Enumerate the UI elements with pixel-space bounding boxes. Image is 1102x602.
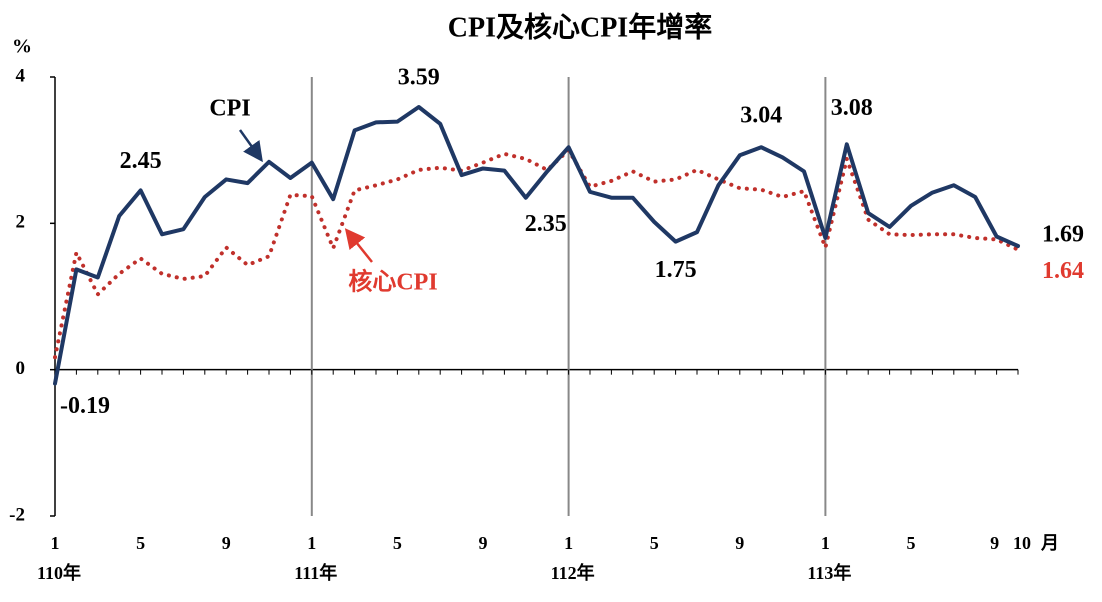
y-tick-label: -2: [9, 504, 25, 525]
annotation-arrow: [238, 129, 263, 163]
year-label: 113年: [807, 562, 851, 583]
x-tick-label: 9: [222, 533, 231, 553]
y-unit: %: [12, 36, 32, 58]
y-tick-label: 0: [16, 358, 26, 379]
chart-title: CPI及核心CPI年增率: [448, 10, 712, 43]
x-tick-label: 1: [307, 533, 316, 553]
data-label: 1.64: [1042, 258, 1084, 284]
data-label: 3.08: [831, 95, 873, 121]
line-0: [53, 104, 1020, 386]
data-label: 2.45: [120, 148, 162, 174]
data-label: -0.19: [60, 393, 110, 419]
x-tick-label: 5: [393, 533, 402, 553]
line-1: [53, 148, 1020, 360]
annotation: CPI: [209, 96, 250, 122]
x-tick-label: 9: [479, 533, 488, 553]
x-tick-label: 9: [735, 533, 744, 553]
x-unit: 月: [1040, 533, 1059, 553]
x-tick-label: 1: [51, 533, 60, 553]
data-label: 3.59: [398, 64, 440, 90]
y-tick-label: 4: [16, 65, 26, 86]
year-label: 110年: [37, 562, 81, 583]
x-tick-label: 9: [990, 533, 999, 553]
annotation: 核心CPI: [348, 268, 437, 296]
data-label: 3.04: [740, 103, 782, 129]
x-tick-label: 5: [136, 533, 145, 553]
x-tick-label: 5: [650, 533, 659, 553]
data-label: 1.75: [655, 257, 697, 283]
x-tick-label: 1: [564, 533, 573, 553]
data-label: 2.35: [525, 211, 567, 237]
annotation-arrow: [344, 228, 373, 263]
x-tick-label: 5: [907, 533, 916, 553]
year-label: 112年: [551, 562, 595, 583]
y-tick-label: 2: [16, 212, 26, 233]
year-label: 111年: [294, 562, 337, 583]
x-tick-label: 1: [821, 533, 830, 553]
data-label: 1.69: [1042, 222, 1084, 248]
x-tick-label: 10: [1013, 533, 1031, 553]
